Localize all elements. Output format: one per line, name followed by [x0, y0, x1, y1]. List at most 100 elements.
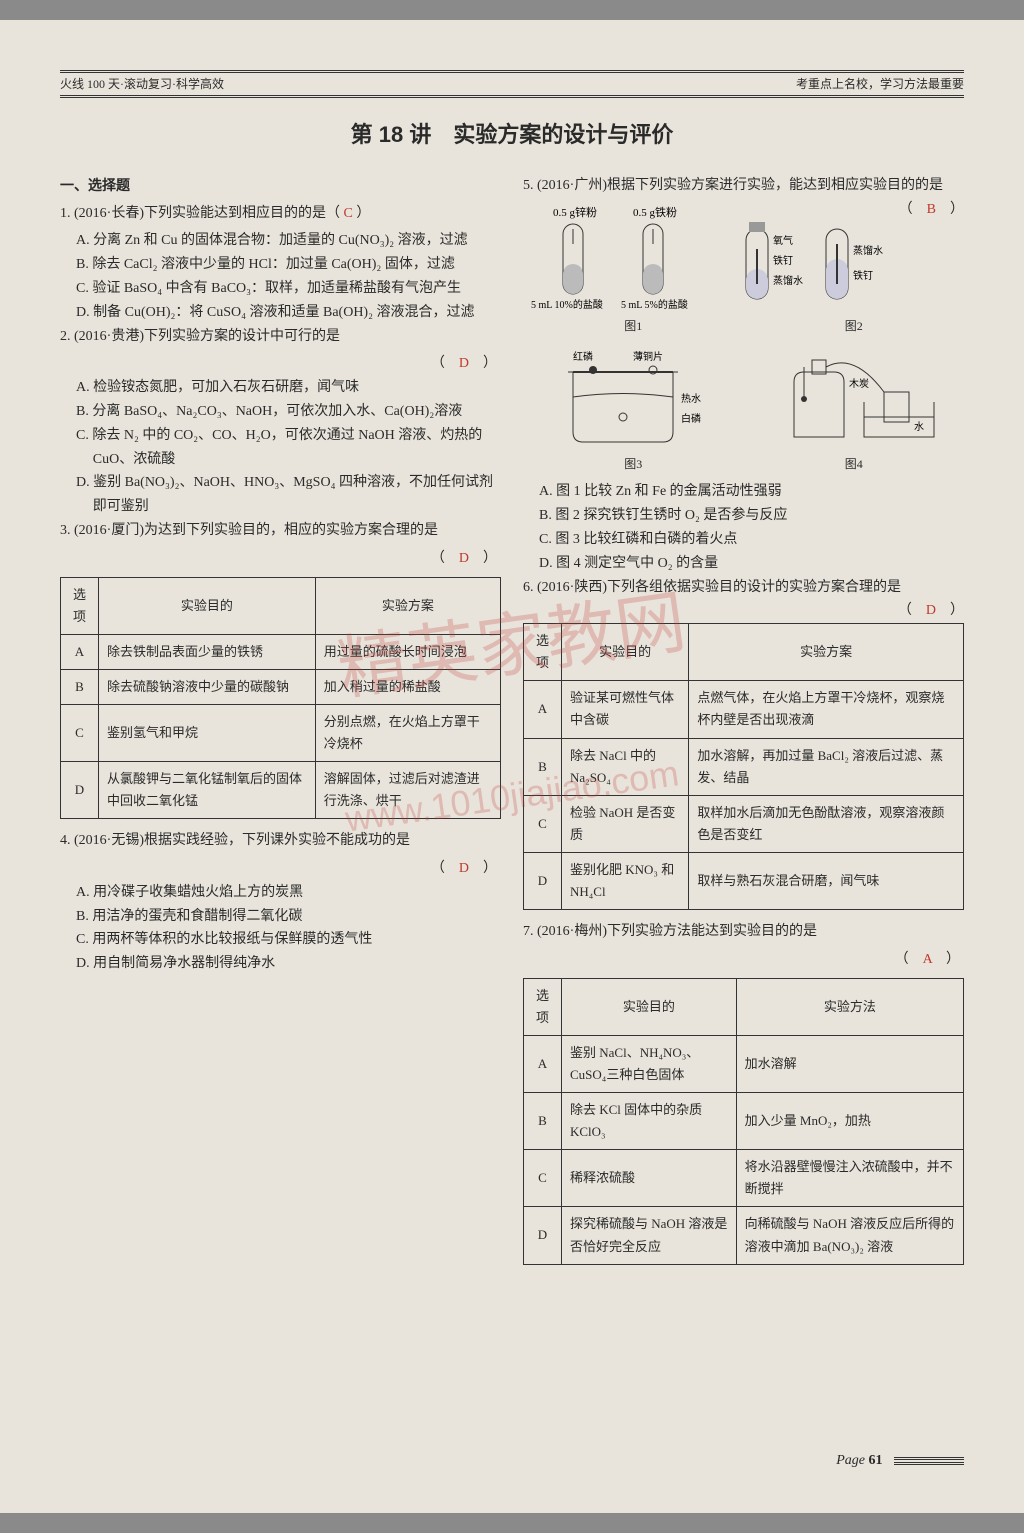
content-columns: 一、选择题 1. (2016·长春)下列实验能达到相应目的的是（ C ） A. … [60, 174, 964, 1275]
footer-label: Page [836, 1453, 865, 1468]
q4-answer: D [459, 861, 469, 876]
table-row: C稀释浓硫酸将水沿器壁慢慢注入浓硫酸中，并不断搅拌 [524, 1150, 964, 1207]
cell: 除去 NaCl 中的 Na₂SO₄ [562, 738, 689, 795]
table-row: D探究稀硫酸与 NaOH 溶液是否恰好完全反应向稀硫酸与 NaOH 溶液反应后所… [524, 1207, 964, 1264]
q5-answer: B [927, 202, 936, 217]
q2-opt-b: B. 分离 BaSO₄、Na₂CO₃、NaOH，可依次加入水、Ca(OH)₂溶液 [76, 400, 501, 424]
q7-answer: A [923, 952, 932, 967]
svg-text:水: 水 [914, 421, 924, 433]
q3-stem: 3. (2016·厦门)为达到下列实验目的，相应的实验方案合理的是 [60, 519, 501, 543]
lesson-title: 第 18 讲 实验方案的设计与评价 [60, 116, 964, 153]
cell: 除去铁制品表面少量的铁锈 [99, 634, 316, 669]
q6-table: 选项 实验目的 实验方案 A验证某可燃性气体中含碳点燃气体，在火焰上方罩干冷烧杯… [523, 623, 964, 910]
q6-stem: 6. (2016·陕西)下列各组依据实验目的设计的实验方案合理的是 （ D ） [523, 576, 964, 600]
page-header: 火线 100 天·滚动复习·科学高效 考重点上名校，学习方法最重要 [60, 70, 964, 98]
cell: 除去硫酸钠溶液中少量的碳酸钠 [99, 669, 316, 704]
q5-opt-d: D. 图 4 测定空气中 O₂ 的含量 [539, 552, 964, 576]
q1-answer: C [344, 206, 353, 221]
page-number: 61 [869, 1453, 883, 1468]
q2-opt-d: D. 鉴别 Ba(NO₃)₂、NaOH、HNO₃、MgSO₄ 四种溶液，不加任何… [76, 471, 501, 519]
cell: 向稀硫酸与 NaOH 溶液反应后所得的溶液中滴加 Ba(NO₃)₂ 溶液 [736, 1207, 963, 1264]
cell: 将水沿器壁慢慢注入浓硫酸中，并不断搅拌 [736, 1150, 963, 1207]
table-row: 选项 实验目的 实验方法 [524, 978, 964, 1035]
q2-opt-a: A. 检验铵态氮肥，可加入石灰石研磨，闻气味 [76, 376, 501, 400]
q3-answer: D [459, 551, 469, 566]
table-row: D从氯酸钾与二氧化锰制氧后的固体中回收二氧化锰溶解固体，过滤后对滤渣进行洗涤、烘… [61, 762, 501, 819]
section-heading: 一、选择题 [60, 174, 501, 198]
cell: A [524, 681, 562, 738]
q5-caption-row1: 图1 图2 [523, 316, 964, 336]
cell: 鉴别化肥 KNO₃ 和 NH₄Cl [562, 852, 689, 909]
svg-text:0.5 g锌粉: 0.5 g锌粉 [553, 205, 597, 219]
q7-table: 选项 实验目的 实验方法 A鉴别 NaCl、NH₄NO₃、CuSO₄三种白色固体… [523, 978, 964, 1265]
q5-caption-row2: 图3 图4 [523, 454, 964, 474]
fig4-diagram: 木炭 水 [754, 342, 954, 452]
q5-diagrams-row2: 红磷 薄铜片 热水 白磷 木炭 [523, 342, 964, 452]
cell: 探究稀硫酸与 NaOH 溶液是否恰好完全反应 [562, 1207, 737, 1264]
table-row: B除去 NaCl 中的 Na₂SO₄加水溶解，再加过量 BaCl₂ 溶液后过滤、… [524, 738, 964, 795]
q4-opt-c: C. 用两杯等体积的水比较报纸与保鲜膜的透气性 [76, 928, 501, 952]
fig1-caption: 图1 [624, 316, 642, 336]
svg-text:5 mL 5%的盐酸: 5 mL 5%的盐酸 [621, 298, 688, 311]
cell: A [524, 1035, 562, 1092]
table-row: C鉴别氢气和甲烷分别点燃，在火焰上方罩干冷烧杯 [61, 704, 501, 761]
svg-text:氧气: 氧气 [773, 234, 793, 247]
cell: D [61, 762, 99, 819]
q7-h0: 选项 [524, 978, 562, 1035]
cell: 鉴别氢气和甲烷 [99, 704, 316, 761]
svg-text:热水: 热水 [681, 392, 701, 405]
q4-opt-a: A. 用冷碟子收集蜡烛火焰上方的炭黑 [76, 881, 501, 905]
q3-answer-row: （ D ） [60, 547, 501, 571]
table-row: B除去硫酸钠溶液中少量的碳酸钠加入稍过量的稀盐酸 [61, 669, 501, 704]
svg-text:铁钉: 铁钉 [773, 254, 793, 267]
cell: 稀释浓硫酸 [562, 1150, 737, 1207]
fig2-diagram: 氧气 铁钉 蒸馏水 蒸馏水 铁钉 [711, 204, 899, 314]
svg-text:红磷: 红磷 [573, 350, 593, 363]
q2-answer: D [459, 356, 469, 371]
q6-h2: 实验方案 [689, 624, 964, 681]
header-left: 火线 100 天·滚动复习·科学高效 [60, 74, 224, 94]
fig4-caption: 图4 [845, 454, 863, 474]
q1-stem-text: 1. (2016·长春)下列实验能达到相应目的的是（ [60, 206, 340, 221]
table-row: A鉴别 NaCl、NH₄NO₃、CuSO₄三种白色固体加水溶解 [524, 1035, 964, 1092]
q2-stem: 2. (2016·贵港)下列实验方案的设计中可行的是 [60, 325, 501, 349]
cell: D [524, 852, 562, 909]
svg-text:薄铜片: 薄铜片 [633, 350, 663, 363]
table-row: 选项 实验目的 实验方案 [524, 624, 964, 681]
table-row: A验证某可燃性气体中含碳点燃气体，在火焰上方罩干冷烧杯，观察烧杯内壁是否出现液滴 [524, 681, 964, 738]
q6-h1: 实验目的 [562, 624, 689, 681]
q2-answer-row: （ D ） [60, 352, 501, 376]
q4-answer-row: （ D ） [60, 857, 501, 881]
cell: D [524, 1207, 562, 1264]
q5-opt-a: A. 图 1 比较 Zn 和 Fe 的金属活动性强弱 [539, 480, 964, 504]
header-right: 考重点上名校，学习方法最重要 [796, 74, 964, 94]
svg-text:木炭: 木炭 [849, 378, 869, 390]
cell: 加水溶解，再加过量 BaCl₂ 溶液后过滤、蒸发、结晶 [689, 738, 964, 795]
q1-tail: ） [356, 206, 370, 221]
page-footer: Page 61 [836, 1449, 964, 1473]
cell: 分别点燃，在火焰上方罩干冷烧杯 [315, 704, 500, 761]
table-row: D鉴别化肥 KNO₃ 和 NH₄Cl取样与熟石灰混合研磨，闻气味 [524, 852, 964, 909]
table-row: 选项 实验目的 实验方案 [61, 577, 501, 634]
fig3-diagram: 红磷 薄铜片 热水 白磷 [533, 342, 733, 452]
q6-answer: D [926, 603, 936, 618]
left-column: 一、选择题 1. (2016·长春)下列实验能达到相应目的的是（ C ） A. … [60, 174, 501, 1275]
svg-text:5 mL 10%的盐酸: 5 mL 10%的盐酸 [531, 298, 603, 311]
q1-opt-b: B. 除去 CaCl₂ 溶液中少量的 HCl：加过量 Ca(OH)₂ 固体，过滤 [76, 253, 501, 277]
cell: 取样与熟石灰混合研磨，闻气味 [689, 852, 964, 909]
q4-opt-b: B. 用洁净的蛋壳和食醋制得二氧化碳 [76, 905, 501, 929]
cell: C [524, 795, 562, 852]
q5-opt-c: C. 图 3 比较红磷和白磷的着火点 [539, 528, 964, 552]
cell: 鉴别 NaCl、NH₄NO₃、CuSO₄三种白色固体 [562, 1035, 737, 1092]
q4-stem: 4. (2016·无锡)根据实践经验，下列课外实验不能成功的是 [60, 829, 501, 853]
fig1-diagram: 0.5 g锌粉 0.5 g铁粉 5 mL 10%的盐酸 5 mL 5%的盐酸 [523, 204, 711, 314]
cell: C [61, 704, 99, 761]
q5-stem: 5. (2016·广州)根据下列实验方案进行实验，能达到相应实验目的的是 （ B… [523, 174, 964, 198]
cell: 除去 KCl 固体中的杂质 KClO₃ [562, 1093, 737, 1150]
q6-stem-text: 6. (2016·陕西)下列各组依据实验目的设计的实验方案合理的是 [523, 580, 901, 595]
page: 精英家教网 www.1010jiajiao.com 火线 100 天·滚动复习·… [0, 20, 1024, 1513]
svg-text:铁钉: 铁钉 [853, 269, 873, 282]
cell: B [524, 1093, 562, 1150]
cell: 加水溶解 [736, 1035, 963, 1092]
svg-text:白磷: 白磷 [681, 412, 701, 425]
